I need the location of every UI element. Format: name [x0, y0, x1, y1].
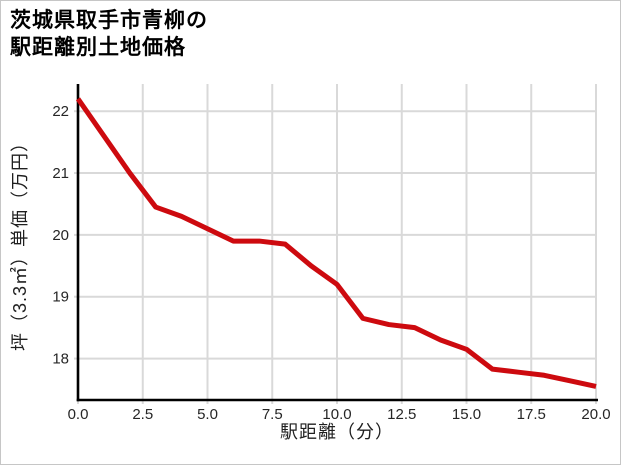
- chart-title-line2: 駅距離別土地価格: [10, 36, 186, 59]
- x-tick-label: 17.5: [517, 406, 546, 423]
- y-tick-label: 18: [52, 351, 69, 368]
- y-tick-label: 19: [52, 289, 69, 306]
- x-tick-label: 2.5: [132, 406, 153, 423]
- y-axis-title: 坪（3.3㎡）単価（万円）: [9, 133, 30, 351]
- x-tick-label: 0.0: [68, 406, 89, 423]
- chart-title-line1: 茨城県取手市青柳の: [10, 9, 208, 32]
- y-tick-label: 20: [52, 227, 69, 244]
- y-tick-label: 21: [52, 165, 69, 182]
- x-tick-label: 12.5: [387, 406, 416, 423]
- x-tick-label: 5.0: [197, 406, 218, 423]
- price-line: [75, 97, 597, 389]
- x-tick-label: 20.0: [581, 406, 610, 423]
- x-tick-label: 15.0: [452, 406, 481, 423]
- x-tick-label: 10.0: [322, 406, 351, 423]
- y-tick-label: 22: [52, 103, 69, 120]
- x-axis-title: 駅距離（分）: [280, 422, 394, 442]
- chart-title: 茨城県取手市青柳の 駅距離別土地価格: [10, 7, 208, 61]
- x-tick-label: 7.5: [262, 406, 283, 423]
